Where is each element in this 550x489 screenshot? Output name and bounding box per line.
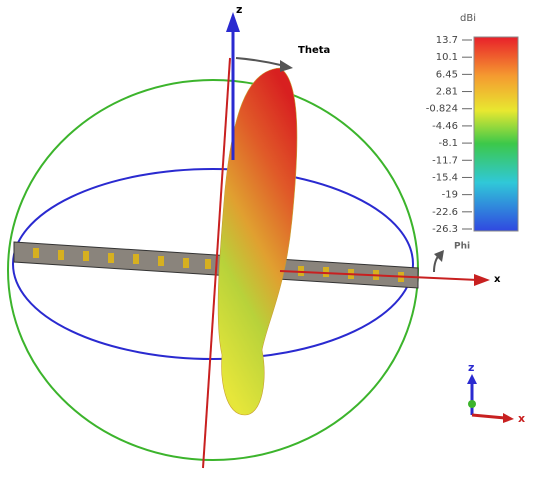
triad-x-arrow (503, 413, 514, 423)
colorbar-tick-label: 13.7 (436, 35, 458, 46)
scene: z Theta x Phi (7, 3, 501, 469)
theta-arrow (235, 57, 286, 67)
colorbar-tick-label: -11.7 (432, 155, 458, 166)
colorbar-tick-label: 6.45 (436, 69, 458, 80)
colorbar-unit: dBi (460, 13, 476, 24)
triad-x-label: x (518, 412, 525, 425)
colorbar-tick-label: -26.3 (432, 224, 458, 235)
colorbar-tick-label: -15.4 (432, 172, 458, 183)
colorbar-ticks: 13.7 10.1 6.45 2.81 -0.824 -4.46 -8.1 -11.7 -15.… (426, 35, 472, 235)
triad-y (468, 400, 476, 408)
phi-arrowhead (434, 250, 444, 262)
x-axis (279, 270, 479, 281)
axis-line (202, 57, 231, 469)
colorbar-tick-label: 2.81 (436, 87, 458, 98)
phi-label: Phi (454, 242, 470, 252)
triad-z-arrow (467, 374, 477, 384)
axis-triad: z x (467, 361, 525, 425)
colorbar-tick-label: -19 (442, 190, 458, 201)
colorbar-tick-label: -8.1 (438, 138, 458, 149)
x-arrow (474, 274, 490, 286)
theta-arrowhead (280, 60, 293, 72)
triad-x (471, 413, 506, 420)
colorbar-tick-label: -4.46 (432, 121, 458, 132)
colorbar-scale (473, 36, 519, 232)
triad-z-label: z (468, 361, 474, 374)
colorbar: dBi 13.7 10.1 6.45 2.81 -0.824 -4.46 -8.1 -11.7… (426, 13, 519, 235)
colorbar-tick-label: -22.6 (432, 207, 458, 218)
z-arrow (226, 12, 240, 32)
colorbar-tick-label: 10.1 (436, 52, 458, 63)
z-label: z (236, 3, 242, 16)
x-label: x (494, 274, 501, 285)
phi-circle (12, 168, 414, 360)
theta-label: Theta (298, 45, 330, 56)
colorbar-tick-label: -0.824 (426, 104, 458, 115)
radiation-lobe (217, 67, 298, 416)
